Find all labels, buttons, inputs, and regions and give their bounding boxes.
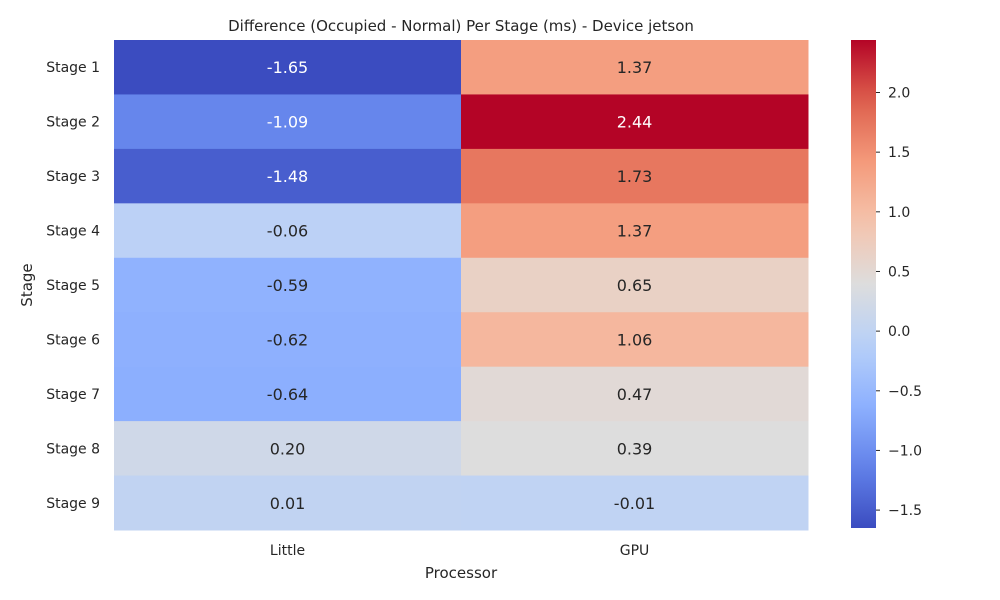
- colorbar-tick-label: 1.5: [888, 145, 910, 161]
- heatmap-cell: [461, 203, 809, 259]
- x-axis-ticks: Little GPU: [270, 543, 649, 559]
- heatmap-cell: [114, 475, 462, 531]
- colorbar-tick-label: 2.0: [888, 85, 910, 101]
- heatmap-cells: -1.65 1.37 -1.09 2.44 -1.48 1.73 -0.06 1.37 -0.5…: [114, 40, 809, 531]
- heatmap-cell: [114, 148, 462, 204]
- heatmap-cell: [114, 366, 462, 422]
- colorbar-tick-label: 0.0: [888, 324, 910, 340]
- cell-value-label: 1.37: [617, 222, 653, 241]
- x-axis-label: Processor: [425, 564, 498, 582]
- heatmap-cell: [461, 257, 809, 313]
- cell-value-label: 1.37: [617, 58, 653, 77]
- chart-title: Difference (Occupied - Normal) Per Stage…: [228, 17, 694, 35]
- cell-value-label: -0.01: [614, 494, 655, 513]
- cell-value-label: 1.73: [617, 167, 653, 186]
- x-tick-label: Little: [270, 543, 305, 559]
- heatmap-cell: [114, 40, 462, 95]
- colorbar-tick-label: −0.5: [888, 384, 922, 400]
- cell-value-label: -0.59: [267, 276, 308, 295]
- colorbar-tick-label: −1.0: [888, 443, 922, 459]
- heatmap-cell: [461, 40, 809, 95]
- y-tick-label: Stage 8: [46, 441, 100, 457]
- cell-value-label: 0.39: [617, 439, 653, 458]
- cell-value-label: 0.47: [617, 385, 653, 404]
- colorbar: [851, 40, 876, 528]
- heatmap-cell: [114, 203, 462, 259]
- y-tick-label: Stage 1: [46, 60, 100, 76]
- heatmap-cell: [461, 94, 809, 150]
- cell-value-label: -0.64: [267, 385, 308, 404]
- cell-value-label: 0.20: [270, 439, 306, 458]
- y-axis-label: Stage: [18, 263, 36, 306]
- cell-value-label: 0.65: [617, 276, 653, 295]
- y-tick-label: Stage 2: [46, 115, 100, 131]
- heatmap-cell: [114, 312, 462, 368]
- heatmap-cell: [461, 475, 809, 531]
- cell-value-label: 0.01: [270, 494, 306, 513]
- colorbar-tick-label: 1.0: [888, 205, 910, 221]
- y-axis-ticks: Stage 1 Stage 2 Stage 3 Stage 4 Stage 5 Stage…: [46, 60, 100, 512]
- y-tick-label: Stage 7: [46, 387, 100, 403]
- y-tick-label: Stage 9: [46, 496, 100, 512]
- y-tick-label: Stage 6: [46, 332, 100, 348]
- heatmap-cell: [461, 366, 809, 422]
- cell-value-label: -1.48: [267, 167, 308, 186]
- cell-value-label: -1.09: [267, 113, 308, 132]
- cell-value-label: -0.06: [267, 222, 308, 241]
- y-tick-label: Stage 4: [46, 224, 100, 240]
- y-tick-label: Stage 3: [46, 169, 100, 185]
- cell-value-label: -0.62: [267, 330, 308, 349]
- heatmap-cell: [461, 148, 809, 204]
- heatmap-cell: [114, 257, 462, 313]
- colorbar-tick-label: −1.5: [888, 503, 922, 519]
- heatmap-cell: [114, 421, 462, 477]
- colorbar-tick-label: 0.5: [888, 264, 910, 280]
- cell-value-label: 2.44: [617, 113, 653, 132]
- heatmap-cell: [461, 421, 809, 477]
- x-tick-label: GPU: [620, 543, 650, 559]
- cell-value-label: -1.65: [267, 58, 308, 77]
- cell-value-label: 1.06: [617, 330, 653, 349]
- y-tick-label: Stage 5: [46, 278, 100, 294]
- heatmap-cell: [461, 312, 809, 368]
- colorbar-ticks: −1.5 −1.0 −0.5 0.0 0.5 1.0 1.5 2.0: [876, 85, 922, 519]
- heatmap-cell: [114, 94, 462, 150]
